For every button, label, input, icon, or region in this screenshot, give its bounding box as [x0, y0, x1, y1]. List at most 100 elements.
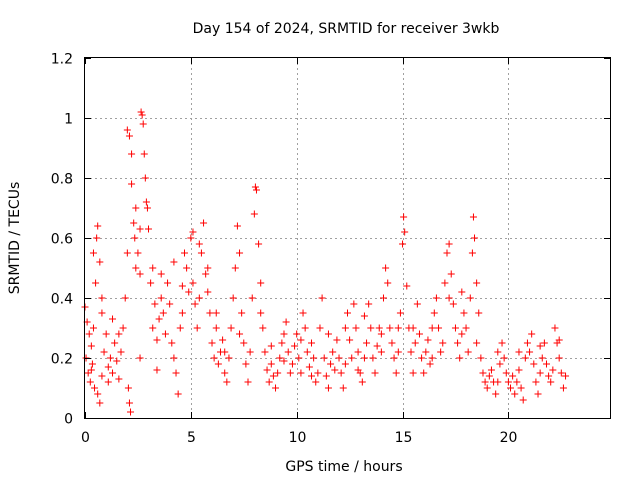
data-point	[261, 348, 269, 356]
data-point	[346, 336, 354, 344]
data-point	[401, 228, 409, 236]
data-point	[358, 378, 366, 386]
data-point	[178, 282, 186, 290]
data-point	[542, 360, 550, 368]
data-point	[360, 354, 368, 362]
data-point	[291, 342, 299, 350]
y-tick-label: 0.2	[51, 352, 73, 368]
data-point	[318, 294, 326, 302]
data-point	[278, 339, 286, 347]
data-point	[223, 378, 231, 386]
data-point	[149, 324, 157, 332]
data-point	[157, 294, 165, 302]
data-point	[139, 120, 147, 128]
data-point	[123, 126, 131, 134]
data-point	[119, 324, 127, 332]
data-point	[301, 324, 309, 332]
y-tick-label: 0.8	[51, 172, 73, 188]
data-points	[81, 108, 570, 416]
data-point	[422, 348, 430, 356]
data-point	[479, 369, 487, 377]
data-point	[98, 372, 106, 380]
data-point	[464, 348, 472, 356]
data-point	[379, 294, 387, 302]
data-point	[214, 360, 222, 368]
data-point	[521, 354, 529, 362]
data-point	[106, 354, 114, 362]
data-point	[335, 354, 343, 362]
data-point	[322, 372, 330, 380]
data-point	[377, 348, 385, 356]
data-point	[195, 240, 203, 248]
data-point	[483, 384, 491, 392]
x-axis-label: GPS time / hours	[285, 459, 402, 475]
data-point	[371, 369, 379, 377]
data-point	[409, 369, 417, 377]
data-point	[310, 354, 318, 362]
data-point	[130, 219, 138, 227]
data-point	[87, 342, 95, 350]
data-point	[255, 240, 263, 248]
y-tick-label: 1.2	[51, 52, 73, 68]
data-point	[545, 372, 553, 380]
data-point	[127, 408, 135, 416]
data-point	[494, 348, 502, 356]
data-point	[329, 348, 337, 356]
data-point	[104, 378, 112, 386]
data-point	[274, 369, 282, 377]
data-point	[124, 384, 132, 392]
data-point	[384, 279, 392, 287]
data-point	[159, 309, 167, 317]
data-point	[140, 150, 148, 158]
data-point	[85, 330, 93, 338]
data-point	[195, 294, 203, 302]
data-point	[513, 378, 521, 386]
data-point	[337, 369, 345, 377]
data-point	[168, 339, 176, 347]
data-point	[174, 390, 182, 398]
data-point	[477, 354, 485, 362]
data-point	[117, 348, 125, 356]
data-point	[555, 354, 563, 362]
data-point	[538, 354, 546, 362]
data-point	[557, 369, 565, 377]
data-point	[265, 378, 273, 386]
data-point	[295, 354, 303, 362]
data-point	[145, 225, 153, 233]
data-point	[407, 348, 415, 356]
data-point	[187, 234, 195, 242]
data-point	[324, 384, 332, 392]
data-point	[494, 378, 502, 386]
data-point	[98, 294, 106, 302]
data-point	[263, 366, 271, 374]
data-point	[286, 369, 294, 377]
data-point	[153, 336, 161, 344]
data-point	[481, 378, 489, 386]
data-point	[439, 339, 447, 347]
data-point	[308, 339, 316, 347]
data-point	[344, 309, 351, 317]
data-point	[197, 249, 205, 257]
data-point	[314, 369, 322, 377]
data-point	[445, 240, 453, 248]
data-point	[92, 279, 100, 287]
data-point	[331, 366, 339, 374]
data-point	[149, 264, 157, 272]
data-point	[180, 249, 188, 257]
data-point	[299, 309, 307, 317]
data-point	[536, 369, 544, 377]
y-axis-label: SRMTID / TECUs	[7, 182, 23, 295]
data-point	[233, 222, 241, 230]
data-point	[500, 354, 508, 362]
data-point	[189, 228, 197, 236]
x-tick-label: 0	[81, 430, 90, 446]
data-point	[424, 336, 432, 344]
data-point	[272, 384, 280, 392]
data-point	[341, 324, 349, 332]
data-point	[509, 372, 517, 380]
data-point	[324, 330, 332, 338]
data-point	[131, 234, 139, 242]
data-point	[248, 294, 256, 302]
data-point	[185, 288, 193, 296]
data-point	[136, 225, 144, 233]
